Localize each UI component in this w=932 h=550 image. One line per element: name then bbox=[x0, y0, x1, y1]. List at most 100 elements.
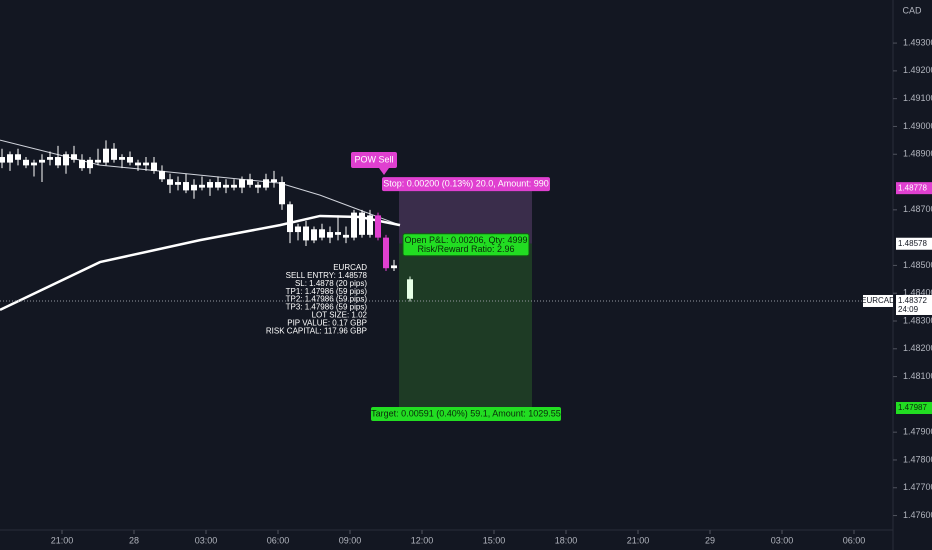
y-tick-label: 1.48100 bbox=[903, 371, 932, 381]
candle-body bbox=[351, 212, 357, 238]
candle-body bbox=[287, 204, 293, 233]
candle-body bbox=[239, 179, 245, 188]
info-line: TP1: 1.47986 (59 pips) bbox=[286, 287, 368, 296]
candle-body bbox=[63, 154, 69, 166]
y-tick-label: 1.48300 bbox=[903, 315, 932, 325]
info-line: PIP VALUE: 0.17 GBP bbox=[287, 318, 367, 327]
candle-body bbox=[407, 279, 413, 299]
y-tick-label: 1.48200 bbox=[903, 343, 932, 353]
candle-body bbox=[39, 159, 45, 163]
rr-label: Risk/Reward Ratio: 2.96 bbox=[417, 244, 514, 254]
candle-body bbox=[23, 159, 29, 166]
y-tick-label: 1.49300 bbox=[903, 37, 932, 47]
candle-body bbox=[7, 154, 13, 163]
plot-area bbox=[0, 139, 893, 408]
candle-body bbox=[367, 215, 373, 235]
info-line: SELL ENTRY: 1.48578 bbox=[286, 271, 368, 280]
last-symbol: EURCAD bbox=[861, 296, 895, 305]
y-tick-label: 1.47800 bbox=[903, 454, 932, 464]
x-tick-label: 21:00 bbox=[627, 535, 650, 545]
candle-body bbox=[183, 182, 189, 191]
candle-body bbox=[255, 184, 261, 188]
currency-label: CAD bbox=[902, 5, 922, 15]
last-price-box bbox=[896, 294, 932, 315]
info-line: LOT SIZE: 1.02 bbox=[312, 311, 368, 320]
candle-body bbox=[271, 179, 277, 183]
x-tick-label: 09:00 bbox=[339, 535, 362, 545]
info-line: TP3: 1.47986 (59 pips) bbox=[286, 303, 368, 312]
candle-body bbox=[303, 226, 309, 241]
candle-body bbox=[167, 179, 173, 185]
candle-body bbox=[207, 182, 213, 188]
candle-body bbox=[119, 157, 125, 160]
target-zone bbox=[399, 243, 532, 408]
candle-body bbox=[55, 157, 61, 166]
candle-body bbox=[143, 162, 149, 166]
candle-body bbox=[391, 265, 397, 269]
candle-body bbox=[15, 154, 21, 160]
y-tick-label: 1.48400 bbox=[903, 288, 932, 298]
signal-label: POW Sell bbox=[354, 154, 393, 164]
signal-pointer bbox=[379, 168, 389, 175]
candle-body bbox=[359, 212, 365, 235]
symbol-box bbox=[863, 294, 893, 307]
entry-price-box bbox=[896, 237, 932, 250]
candle-body bbox=[343, 234, 349, 238]
x-tick-label: 29 bbox=[705, 535, 715, 545]
candle-body bbox=[319, 229, 325, 238]
entry-price: 1.48578 bbox=[898, 239, 927, 248]
x-tick-label: 21:00 bbox=[51, 535, 74, 545]
x-tick-label: 15:00 bbox=[483, 535, 506, 545]
x-tick-label: 12:00 bbox=[411, 535, 434, 545]
candle-body bbox=[295, 226, 301, 233]
candle-body bbox=[111, 148, 117, 160]
stop-label: Stop: 0.00200 (0.13%) 20.0, Amount: 990 bbox=[383, 179, 549, 189]
candle-body bbox=[311, 229, 317, 241]
y-tick-label: 1.47700 bbox=[903, 482, 932, 492]
x-tick-label: 28 bbox=[129, 535, 139, 545]
candle-body bbox=[263, 179, 269, 188]
x-tick-label: 03:00 bbox=[195, 535, 218, 545]
pnl-label: Open P&L: 0.00206, Qty: 4999 bbox=[404, 235, 527, 245]
info-line: TP2: 1.47986 (59 pips) bbox=[286, 295, 368, 304]
candle-body bbox=[95, 159, 101, 163]
candle-body bbox=[383, 237, 389, 269]
candle-body bbox=[375, 215, 381, 238]
candle-body bbox=[231, 184, 237, 188]
candle-body bbox=[87, 159, 93, 169]
candle-body bbox=[71, 154, 77, 160]
stop-label-box bbox=[382, 177, 550, 192]
y-tick-label: 1.47600 bbox=[903, 510, 932, 520]
y-tick-label: 1.47900 bbox=[903, 427, 932, 437]
target-price: 1.47987 bbox=[898, 403, 927, 412]
x-tick-label: 03:00 bbox=[771, 535, 794, 545]
stop-price-box bbox=[896, 182, 932, 195]
signal-box bbox=[351, 152, 397, 168]
candle-body bbox=[31, 162, 37, 166]
pnl-box bbox=[402, 233, 530, 257]
countdown: 24:09 bbox=[898, 305, 919, 314]
y-tick-label: 1.48500 bbox=[903, 260, 932, 270]
candle-body bbox=[79, 159, 85, 169]
candle-body bbox=[223, 184, 229, 188]
info-line: EURCAD bbox=[333, 263, 367, 272]
candle-body bbox=[0, 157, 5, 163]
y-tick-label: 1.49000 bbox=[903, 121, 932, 131]
candle-body bbox=[103, 148, 109, 163]
y-tick-label: 1.49200 bbox=[903, 65, 932, 75]
target-label: Target: 0.00591 (0.40%) 59.1, Amount: 10… bbox=[371, 408, 561, 418]
x-tick-label: 06:00 bbox=[843, 535, 866, 545]
y-tick-label: 1.48700 bbox=[903, 204, 932, 214]
candle-body bbox=[191, 184, 197, 191]
candle-body bbox=[335, 232, 341, 235]
candle-body bbox=[247, 179, 253, 185]
target-price-box bbox=[896, 401, 932, 414]
target-label-box bbox=[371, 406, 561, 421]
y-tick-label: 1.48900 bbox=[903, 149, 932, 159]
candle-body bbox=[175, 182, 181, 185]
candle-body bbox=[127, 157, 133, 163]
stop-price: 1.48778 bbox=[898, 183, 927, 192]
candle-body bbox=[215, 182, 221, 188]
candle-body bbox=[327, 232, 333, 238]
x-tick-label: 06:00 bbox=[267, 535, 290, 545]
